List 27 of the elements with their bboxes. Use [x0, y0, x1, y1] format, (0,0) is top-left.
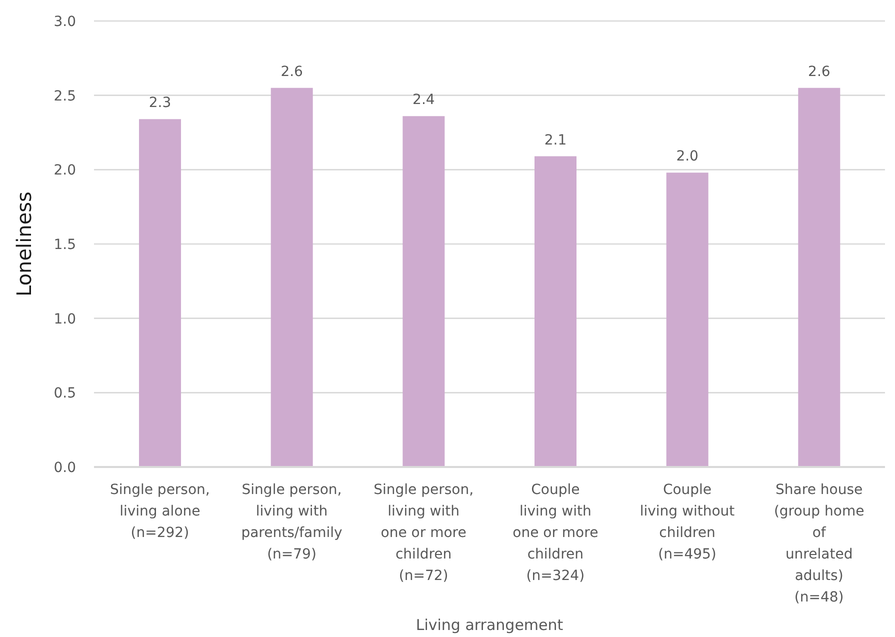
x-tick-label: Couple living without children (n=495) — [640, 482, 736, 562]
data-label: 2.3 — [148, 95, 172, 112]
x-tick-label: Couple living with one or more children (n=324) — [512, 482, 598, 584]
x-tick-label: Single person, living with parents/family (n=79) — [241, 482, 342, 562]
y-tick-label: 0.0 — [54, 460, 76, 476]
y-tick-label: 2.5 — [54, 88, 76, 104]
x-axis-title: Living arrangement — [416, 616, 564, 634]
bar — [534, 156, 576, 467]
bar — [798, 88, 840, 467]
y-tick-label: 0.5 — [54, 386, 76, 402]
x-tick-label: Share house (group home of unrelated adults) (n=48) — [774, 482, 864, 606]
y-tick-label: 1.0 — [54, 311, 76, 328]
bar — [666, 172, 708, 467]
data-label: 2.6 — [280, 64, 304, 80]
data-label: 2.1 — [544, 132, 567, 148]
x-tick-label: Single person, living with one or more children (n=72) — [374, 482, 474, 584]
bar — [139, 119, 181, 467]
x-tick-label: Single person, living alone (n=292) — [110, 482, 210, 541]
data-label: 2.0 — [676, 148, 698, 165]
y-axis-title: Loneliness — [12, 192, 36, 296]
bar — [402, 116, 445, 467]
bar — [270, 88, 313, 467]
y-tick-label: 1.5 — [54, 237, 76, 253]
data-label: 2.4 — [412, 92, 435, 108]
data-label: 2.6 — [808, 64, 830, 80]
y-tick-label: 2.0 — [54, 162, 76, 179]
y-tick-label: 3.0 — [54, 14, 76, 30]
